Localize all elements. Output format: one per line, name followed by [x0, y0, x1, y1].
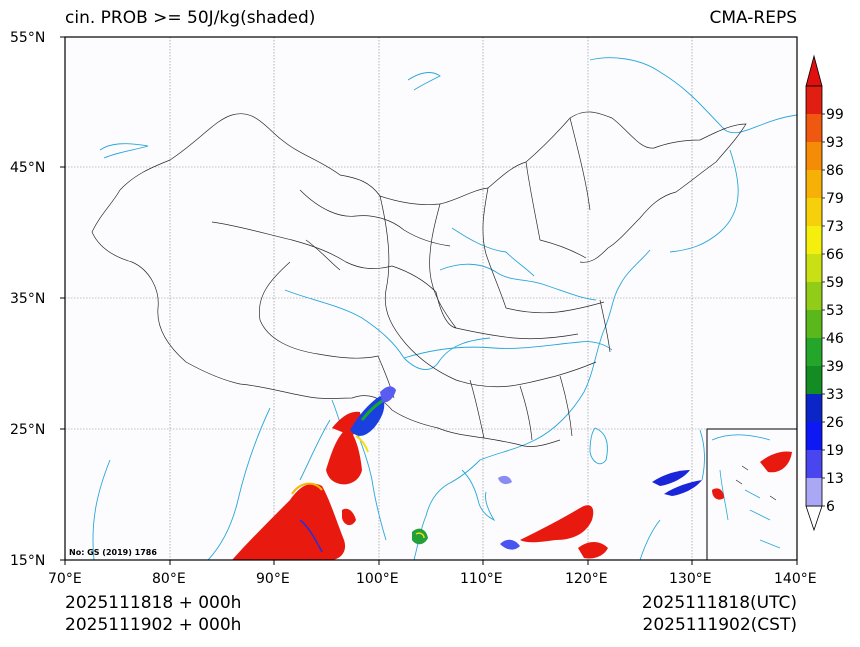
- colorbar-label: 39: [826, 359, 844, 375]
- lon-label: 130°E: [669, 571, 712, 587]
- gridlines: [65, 37, 797, 560]
- colorbar-swatch: [806, 198, 822, 226]
- lon-label: 140°E: [774, 571, 817, 587]
- colorbar-swatch: [806, 170, 822, 198]
- lon-labels: 70°E 80°E 90°E 100°E 110°E 120°E 130°E 1…: [48, 571, 817, 587]
- colorbar-swatch: [806, 366, 822, 394]
- colorbar-swatch: [806, 394, 822, 422]
- colorbar-swatch: [806, 310, 822, 338]
- lat-label: 45°N: [10, 160, 45, 176]
- rivers-coastlines: [92, 57, 797, 560]
- init-time-cst: 2025111902 + 000h: [65, 615, 242, 635]
- init-time-utc: 2025111818 + 000h: [65, 593, 242, 613]
- map-area: [65, 37, 797, 560]
- colorbar-extend-max: [805, 54, 823, 87]
- init-time: 2025111818 + 000h 2025111902 + 000h: [65, 592, 241, 636]
- valid-time-cst: 2025111902(CST): [642, 615, 797, 635]
- colorbar: 6 13 19 26 33 39 46 53 59 66 73 79 86 93 99: [805, 54, 844, 532]
- colorbar-label: 79: [826, 191, 844, 207]
- colorbar-swatch: [806, 254, 822, 282]
- lat-label: 25°N: [10, 422, 45, 438]
- valid-time-utc: 2025111818(UTC): [641, 593, 797, 613]
- colorbar-label: 53: [826, 303, 844, 319]
- colorbar-swatch: [806, 114, 822, 142]
- colorbar-label: 46: [826, 331, 844, 347]
- lon-label: 110°E: [460, 571, 503, 587]
- colorbar-label: 86: [826, 163, 844, 179]
- chart-title: cin. PROB >= 50J/kg(shaded): [65, 8, 316, 28]
- colorbar-swatch: [806, 86, 822, 114]
- colorbar-swatch: [806, 422, 822, 450]
- colorbar-swatch: [806, 282, 822, 310]
- inset-map: [706, 428, 798, 561]
- colorbar-label: 93: [826, 135, 844, 151]
- colorbar-label: 13: [826, 471, 844, 487]
- colorbar-extend-min: [805, 505, 823, 532]
- colorbar-label: 33: [826, 387, 844, 403]
- colorbar-label: 19: [826, 443, 844, 459]
- colorbar-label: 66: [826, 247, 844, 263]
- colorbar-swatch: [806, 450, 822, 478]
- colorbar-swatch: [806, 142, 822, 170]
- colorbar-label: 26: [826, 415, 844, 431]
- lat-labels: 55°N 45°N 35°N 25°N 15°N: [10, 30, 45, 569]
- lon-label: 70°E: [48, 571, 82, 587]
- lon-label: 100°E: [356, 571, 399, 587]
- lon-label: 80°E: [152, 571, 186, 587]
- axis-ticks: [60, 36, 798, 565]
- colorbar-label: 73: [826, 219, 844, 235]
- lat-label: 35°N: [10, 291, 45, 307]
- probability-shading: [232, 386, 702, 560]
- map-approval-number: No: GS (2019) 1786: [69, 548, 157, 557]
- valid-time: 2025111818(UTC) 2025111902(CST): [642, 592, 797, 636]
- colorbar-label: 99: [826, 107, 844, 123]
- colorbar-swatch: [806, 226, 822, 254]
- lat-label: 15°N: [10, 553, 45, 569]
- model-name: CMA-REPS: [709, 8, 797, 28]
- colorbar-frame: [805, 85, 823, 507]
- colorbar-swatch: [806, 338, 822, 366]
- lon-label: 90°E: [256, 571, 290, 587]
- lon-label: 120°E: [565, 571, 608, 587]
- colorbar-label: 6: [826, 499, 835, 515]
- boundaries: [91, 111, 747, 447]
- colorbar-label: 59: [826, 275, 844, 291]
- lat-label: 55°N: [10, 30, 45, 46]
- colorbar-swatch: [806, 478, 822, 506]
